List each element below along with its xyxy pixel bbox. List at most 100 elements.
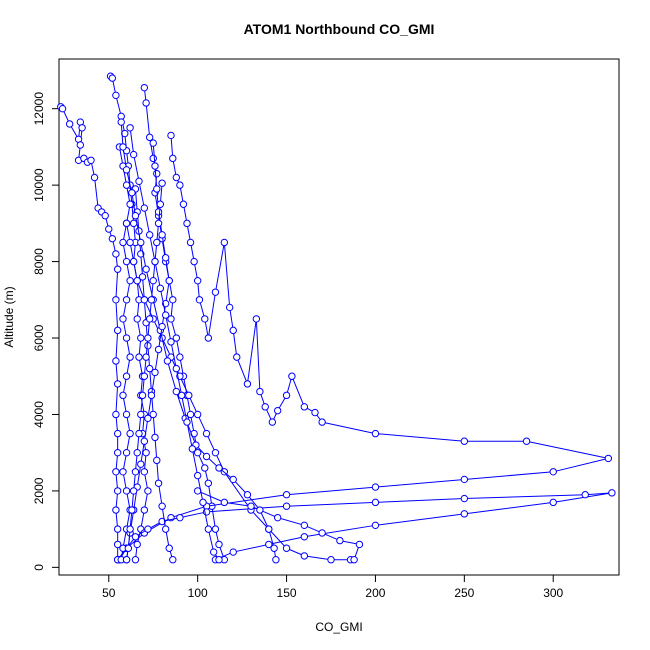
data-point	[460, 437, 469, 445]
data-point	[122, 372, 131, 380]
data-point	[265, 540, 273, 549]
series-segment	[154, 349, 160, 373]
series-segment	[149, 368, 152, 392]
series-segment	[149, 234, 156, 262]
data-point	[201, 315, 209, 323]
series-segment	[375, 498, 465, 503]
data-point	[124, 544, 133, 552]
data-point	[165, 276, 173, 285]
series-segment	[375, 478, 465, 488]
data-point	[122, 487, 131, 495]
data-point	[140, 296, 149, 304]
data-point	[112, 91, 120, 100]
series-segment	[246, 318, 257, 384]
data-point	[142, 353, 150, 361]
series-segment	[268, 528, 287, 549]
series-segment	[145, 102, 151, 138]
data-point	[215, 464, 223, 472]
series-segment	[464, 501, 554, 515]
data-point	[154, 345, 163, 354]
data-point	[195, 296, 204, 304]
data-point	[133, 448, 141, 457]
data-point	[113, 448, 122, 457]
data-point	[131, 556, 140, 564]
series-segment	[161, 234, 167, 258]
series-segment	[191, 448, 199, 476]
series-segment	[133, 154, 140, 182]
data-point	[282, 502, 291, 510]
y-tick-label: 0	[32, 564, 46, 571]
data-point	[119, 238, 127, 247]
series-segment	[154, 437, 158, 461]
x-axis: 50 100 150 200 250 300	[102, 574, 564, 600]
data-point	[193, 471, 202, 480]
data-point	[131, 212, 140, 220]
data-point	[122, 181, 131, 189]
series-segment	[250, 505, 278, 519]
series-segment	[206, 494, 287, 507]
series-segment	[147, 395, 152, 419]
data-point	[138, 391, 147, 400]
data-point	[270, 544, 278, 552]
data-point	[282, 391, 291, 400]
series-segment	[120, 122, 124, 147]
series-segment	[268, 536, 305, 545]
series-segment	[286, 486, 376, 496]
series-segment	[156, 460, 160, 484]
data-point	[460, 475, 469, 484]
data-point	[113, 540, 122, 549]
series-segment	[291, 376, 305, 408]
data-point	[172, 387, 181, 396]
data-point	[122, 448, 131, 457]
data-point	[256, 506, 264, 514]
data-point	[133, 276, 141, 285]
y-tick-label: 6000	[32, 324, 46, 351]
data-point	[145, 364, 154, 373]
data-point	[151, 162, 159, 170]
data-point	[137, 410, 145, 419]
data-point	[133, 540, 141, 549]
data-point	[318, 418, 326, 426]
series-segment	[250, 509, 270, 530]
data-point	[135, 177, 143, 186]
x-tick-label: 300	[543, 586, 563, 600]
data-point	[129, 257, 138, 266]
series-9	[117, 118, 280, 564]
series-segment	[170, 341, 177, 369]
y-tick-label: 8000	[32, 248, 46, 275]
series-4	[115, 131, 613, 564]
data-point	[161, 254, 170, 262]
series-segment	[154, 165, 158, 189]
data-point	[147, 391, 156, 400]
data-point	[158, 179, 166, 187]
x-tick-label: 150	[277, 586, 297, 600]
series-segment	[233, 543, 269, 553]
data-point	[126, 525, 134, 533]
data-point	[145, 231, 154, 239]
series-segment	[207, 529, 215, 553]
series-segment	[464, 471, 554, 480]
series-segment	[165, 314, 172, 342]
data-point	[199, 498, 207, 507]
data-point	[165, 544, 173, 552]
data-point	[149, 410, 157, 419]
data-point	[220, 238, 229, 247]
data-point	[215, 556, 223, 564]
data-point	[169, 154, 177, 163]
data-point	[209, 548, 218, 556]
data-point	[126, 238, 134, 247]
series-segment	[122, 146, 128, 170]
data-point	[108, 234, 117, 243]
data-point	[177, 391, 186, 400]
data-point	[126, 429, 134, 438]
data-point	[128, 506, 136, 514]
data-point	[105, 225, 113, 233]
data-point	[201, 464, 209, 472]
series-1	[57, 103, 122, 564]
data-point	[142, 265, 150, 273]
data-point	[129, 487, 138, 495]
data-point	[122, 219, 131, 228]
series-segment	[223, 471, 252, 511]
data-point	[311, 408, 319, 417]
x-axis-label: CO_GMI	[315, 620, 362, 634]
